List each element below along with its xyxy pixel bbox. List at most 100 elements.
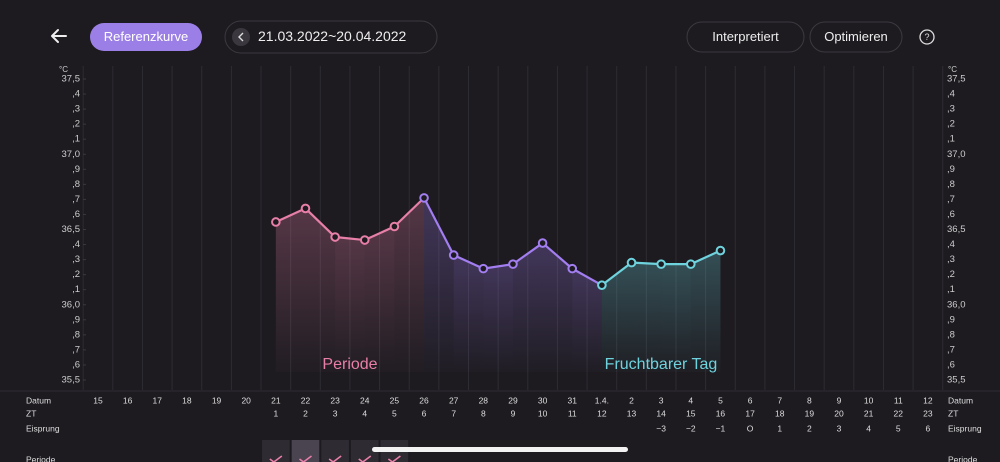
data-point — [567, 263, 578, 274]
y-tick-label: 36,0 — [62, 299, 81, 310]
y-tick-label: 37,0 — [62, 149, 81, 160]
area-fill — [512, 243, 543, 372]
y-tick-label: ,2 — [72, 119, 80, 130]
area-fill — [275, 208, 306, 372]
back-button[interactable] — [51, 29, 67, 43]
line-segment — [600, 261, 633, 287]
data-point — [419, 193, 429, 203]
y-tick-label: ,7 — [72, 344, 80, 355]
unit-right: °C — [948, 65, 957, 74]
cycle-day: 2 — [303, 408, 308, 418]
y2-tick-label: ,3 — [947, 254, 955, 265]
date-label: 11 — [894, 395, 903, 405]
row-label-right: ZT — [948, 408, 958, 418]
date-label: 24 — [360, 395, 370, 405]
ovulation-offset: O — [747, 423, 754, 433]
cycle-day: 3 — [333, 408, 338, 418]
y-tick-label: 35,5 — [62, 375, 81, 386]
line-segment — [630, 261, 663, 266]
cycle-day: 21 — [864, 408, 874, 418]
cycle-day: 11 — [568, 408, 577, 418]
date-label: 26 — [419, 395, 429, 405]
date-label: 12 — [923, 395, 933, 405]
y2-tick-label: ,3 — [947, 104, 955, 115]
data-point — [300, 203, 311, 214]
date-label: 15 — [93, 395, 103, 405]
y2-tick-label: ,4 — [947, 239, 955, 250]
optimize-pill — [809, 21, 903, 53]
y2-tick-label: ,1 — [947, 284, 955, 295]
cycle-day: 16 — [716, 408, 726, 418]
line-segment — [304, 207, 337, 239]
date-range-icon-arrow — [238, 32, 244, 42]
period-cell — [350, 440, 379, 462]
cycle-day: 6 — [422, 408, 427, 418]
date-label: 29 — [508, 395, 518, 405]
y2-tick-label: 37,5 — [947, 74, 966, 85]
date-label: 1.4. — [595, 395, 609, 405]
date-label: 30 — [538, 395, 548, 405]
y-tick-label: ,4 — [72, 89, 80, 100]
y2-tick-label: ,8 — [947, 329, 955, 340]
reference-label: Referenzkurve — [104, 29, 189, 44]
y2-tick-label: ,4 — [947, 89, 955, 100]
ovulation-offset: 4 — [866, 423, 871, 433]
y-tick-label: ,8 — [72, 179, 80, 190]
cycle-day: 4 — [362, 408, 367, 418]
cycle-day: 12 — [597, 408, 607, 418]
row-label: ZT — [26, 408, 36, 418]
area-fill — [601, 262, 632, 372]
ovulation-offset: 5 — [896, 423, 901, 433]
period-cell — [321, 440, 349, 462]
cycle-day: 7 — [451, 408, 456, 418]
line-segment — [541, 241, 574, 270]
line-segment — [452, 253, 485, 270]
area-fill — [690, 250, 721, 372]
reference-button[interactable]: Referenzkurve — [90, 23, 202, 51]
y2-tick-label: ,1 — [947, 134, 955, 145]
date-label: 31 — [568, 395, 578, 405]
date-label: 4 — [688, 395, 693, 405]
help-label: ? — [924, 32, 929, 42]
y-tick-label: ,1 — [72, 284, 80, 295]
y2-tick-label: 37,0 — [947, 149, 966, 160]
period-cell — [262, 440, 290, 462]
y-tick-label: ,4 — [72, 239, 80, 250]
cycle-day: 1 — [273, 408, 278, 418]
area-fill — [335, 237, 365, 372]
period-check — [299, 455, 312, 462]
area-fill — [453, 255, 484, 372]
y-tick-label: ,3 — [72, 254, 80, 265]
period-check — [387, 455, 401, 462]
cycle-day: 5 — [392, 408, 397, 418]
cycle-day: 9 — [511, 408, 516, 418]
date-label: 19 — [212, 395, 222, 405]
data-point — [508, 259, 518, 269]
line-segment — [482, 263, 515, 270]
interpret-button[interactable]: Interpretiert — [686, 21, 805, 53]
ovulation-offset: 6 — [926, 423, 931, 433]
period-cell — [291, 440, 320, 462]
y-tick-label: ,6 — [72, 209, 80, 220]
date-range-picker[interactable]: 21.03.2022~20.04.2022 — [224, 20, 438, 54]
row-label-right: Eisprung — [948, 423, 982, 433]
help-button[interactable]: ? — [919, 29, 935, 45]
y2-tick-label: ,6 — [947, 359, 955, 370]
y2-tick-label: ,7 — [947, 344, 955, 355]
cycle-day: 14 — [656, 408, 666, 418]
optimize-button[interactable]: Optimieren — [809, 21, 903, 53]
date-label: 23 — [330, 395, 340, 405]
area-fill — [305, 208, 336, 372]
row-label: Datum — [26, 395, 51, 405]
y-tick-label: ,9 — [72, 164, 80, 175]
cycle-day: 13 — [627, 408, 637, 418]
area-fill — [542, 243, 573, 372]
date-range-pill — [224, 20, 438, 54]
date-label: 8 — [807, 395, 812, 405]
date-label: 20 — [241, 395, 251, 405]
date-label: 21 — [271, 395, 281, 405]
area-fill — [631, 262, 662, 372]
y-tick-label: ,6 — [72, 359, 80, 370]
